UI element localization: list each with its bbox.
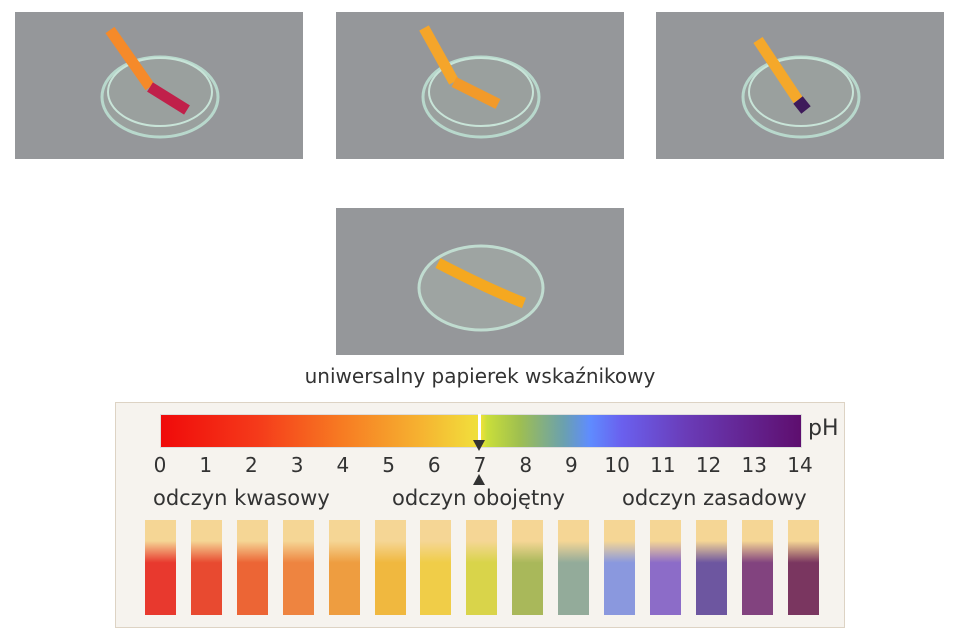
color-strip (787, 520, 819, 615)
color-strip (282, 520, 314, 615)
color-strip (374, 520, 406, 615)
tick-label: 8 (519, 453, 533, 477)
up-arrow-icon (473, 474, 485, 485)
photo-image (656, 12, 944, 159)
tick-label: 3 (290, 453, 304, 477)
color-strip (420, 520, 452, 615)
tick-label: 10 (604, 453, 630, 477)
photo-acid (15, 12, 303, 159)
tick-label: 14 (787, 453, 813, 477)
tick-label: 6 (427, 453, 441, 477)
photo-base (656, 12, 944, 159)
color-strip (512, 520, 544, 615)
photo-neutral (336, 12, 624, 159)
photo-dry (336, 208, 624, 355)
tick-label: 9 (565, 453, 578, 477)
tick-label: 0 (153, 453, 167, 477)
photo-image (336, 12, 624, 159)
tick-label: 7 (473, 453, 487, 477)
tick-label: 11 (650, 453, 676, 477)
color-strip (649, 520, 681, 615)
tick-label: 12 (695, 453, 722, 477)
color-strip (695, 520, 727, 615)
color-strip (236, 520, 268, 615)
tick-label: 4 (336, 453, 350, 477)
color-strip (190, 520, 222, 615)
neutral-label: odczyn obojętny (392, 486, 565, 510)
photo-image (336, 208, 624, 355)
color-strip (604, 520, 635, 615)
photo-image (15, 12, 303, 159)
color-strip (145, 520, 176, 615)
ph-gradient-bar (160, 414, 802, 448)
color-strip (558, 520, 590, 615)
color-strip (466, 520, 498, 615)
tick-label: 5 (382, 453, 395, 477)
base-label: odczyn zasadowy (622, 486, 807, 510)
caption: uniwersalny papierek wskaźnikowy (304, 364, 656, 388)
ph-unit-label: pH (808, 416, 839, 441)
neutral-divider (478, 414, 481, 448)
acid-label: odczyn kwasowy (153, 486, 330, 510)
color-strip (328, 520, 360, 615)
down-arrow-icon (473, 440, 485, 451)
tick-label: 13 (741, 453, 767, 477)
color-strip (741, 520, 773, 615)
tick-label: 1 (199, 453, 213, 477)
tick-label: 2 (245, 453, 258, 477)
